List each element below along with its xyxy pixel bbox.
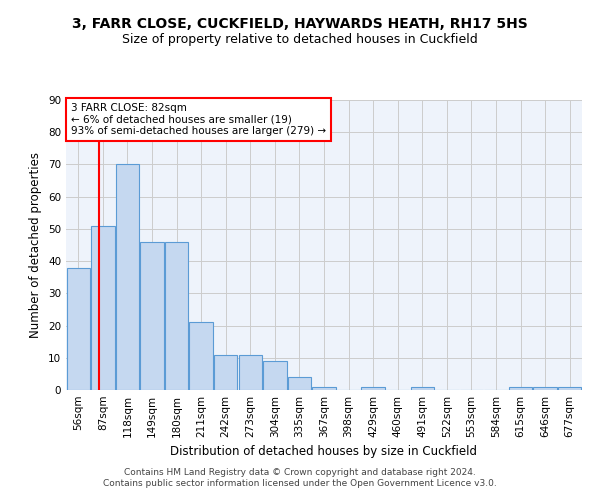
Bar — [288, 377, 311, 390]
Y-axis label: Number of detached properties: Number of detached properties — [29, 152, 43, 338]
Text: 3 FARR CLOSE: 82sqm
← 6% of detached houses are smaller (19)
93% of semi-detache: 3 FARR CLOSE: 82sqm ← 6% of detached hou… — [71, 103, 326, 136]
Bar — [263, 361, 287, 390]
Text: 3, FARR CLOSE, CUCKFIELD, HAYWARDS HEATH, RH17 5HS: 3, FARR CLOSE, CUCKFIELD, HAYWARDS HEATH… — [72, 18, 528, 32]
Bar — [410, 387, 434, 390]
Bar — [239, 354, 262, 390]
Bar — [67, 268, 90, 390]
Bar — [214, 354, 238, 390]
Bar — [165, 242, 188, 390]
Text: Size of property relative to detached houses in Cuckfield: Size of property relative to detached ho… — [122, 32, 478, 46]
Bar — [116, 164, 139, 390]
Bar — [361, 387, 385, 390]
Bar — [190, 322, 213, 390]
Bar — [313, 387, 335, 390]
Bar — [533, 387, 557, 390]
Text: Contains HM Land Registry data © Crown copyright and database right 2024.
Contai: Contains HM Land Registry data © Crown c… — [103, 468, 497, 487]
X-axis label: Distribution of detached houses by size in Cuckfield: Distribution of detached houses by size … — [170, 446, 478, 458]
Bar — [91, 226, 115, 390]
Bar — [140, 242, 164, 390]
Bar — [509, 387, 532, 390]
Bar — [558, 387, 581, 390]
